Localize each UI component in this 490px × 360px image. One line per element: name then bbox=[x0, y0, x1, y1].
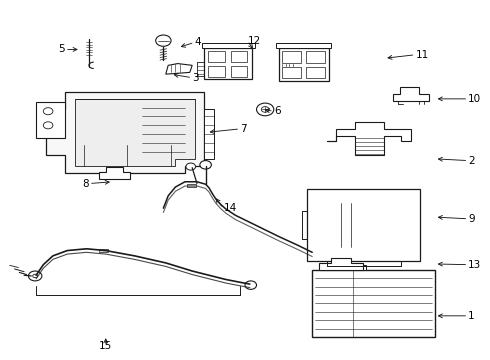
Text: 6: 6 bbox=[274, 106, 280, 116]
Circle shape bbox=[43, 122, 53, 129]
Text: 1: 1 bbox=[468, 311, 475, 321]
Circle shape bbox=[28, 271, 42, 281]
Text: 4: 4 bbox=[195, 37, 201, 48]
Bar bbox=[187, 184, 196, 187]
Polygon shape bbox=[166, 64, 192, 74]
Bar bbox=[231, 51, 247, 62]
Text: 8: 8 bbox=[82, 179, 89, 189]
Bar bbox=[231, 66, 247, 77]
Text: 3: 3 bbox=[192, 73, 199, 83]
Bar bbox=[282, 51, 301, 63]
Bar bbox=[312, 270, 435, 337]
Bar bbox=[306, 51, 325, 63]
Bar bbox=[353, 265, 367, 270]
Polygon shape bbox=[327, 122, 411, 155]
Text: 11: 11 bbox=[416, 50, 429, 60]
Bar bbox=[98, 249, 108, 252]
Bar bbox=[204, 48, 252, 80]
Circle shape bbox=[156, 35, 171, 46]
Polygon shape bbox=[204, 109, 214, 159]
Bar bbox=[279, 48, 329, 81]
Text: 13: 13 bbox=[468, 260, 482, 270]
Circle shape bbox=[33, 274, 38, 278]
Polygon shape bbox=[36, 102, 65, 138]
Bar bbox=[202, 44, 255, 48]
Text: 12: 12 bbox=[247, 36, 261, 46]
Text: 2: 2 bbox=[468, 156, 475, 166]
Text: 15: 15 bbox=[99, 341, 112, 351]
Circle shape bbox=[43, 108, 53, 115]
Text: 7: 7 bbox=[240, 124, 247, 134]
Circle shape bbox=[186, 163, 196, 170]
Polygon shape bbox=[46, 92, 204, 173]
Text: 10: 10 bbox=[468, 94, 481, 104]
Bar bbox=[282, 67, 301, 78]
Polygon shape bbox=[393, 86, 429, 100]
Bar bbox=[276, 44, 331, 48]
Bar bbox=[306, 67, 325, 78]
Circle shape bbox=[257, 103, 274, 116]
Bar bbox=[324, 264, 343, 270]
Bar bbox=[208, 51, 225, 62]
Text: 5: 5 bbox=[58, 45, 65, 54]
Text: 9: 9 bbox=[468, 214, 475, 224]
Bar bbox=[208, 66, 225, 77]
Circle shape bbox=[245, 281, 257, 289]
Circle shape bbox=[261, 107, 269, 112]
Polygon shape bbox=[74, 99, 195, 166]
Bar bbox=[307, 189, 420, 261]
Text: 14: 14 bbox=[223, 203, 237, 213]
Polygon shape bbox=[319, 258, 363, 270]
Polygon shape bbox=[98, 167, 130, 179]
Circle shape bbox=[200, 161, 211, 169]
